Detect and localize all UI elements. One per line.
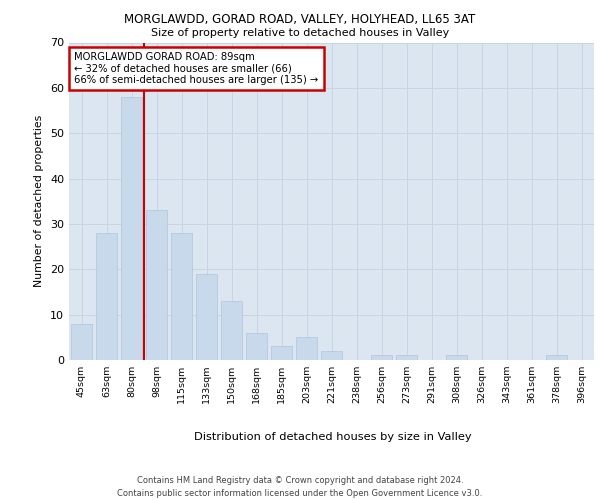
Bar bbox=[96, 233, 117, 360]
Text: Contains HM Land Registry data © Crown copyright and database right 2024.
Contai: Contains HM Land Registry data © Crown c… bbox=[118, 476, 482, 498]
Bar bbox=[321, 351, 342, 360]
Bar bbox=[196, 274, 217, 360]
Text: Size of property relative to detached houses in Valley: Size of property relative to detached ho… bbox=[151, 28, 449, 38]
Text: MORGLAWDD GORAD ROAD: 89sqm
← 32% of detached houses are smaller (66)
66% of sem: MORGLAWDD GORAD ROAD: 89sqm ← 32% of det… bbox=[74, 52, 319, 85]
Bar bbox=[221, 301, 242, 360]
Bar bbox=[546, 356, 567, 360]
Text: Distribution of detached houses by size in Valley: Distribution of detached houses by size … bbox=[194, 432, 472, 442]
Bar bbox=[246, 333, 267, 360]
Bar bbox=[71, 324, 92, 360]
Bar bbox=[396, 356, 417, 360]
Bar bbox=[146, 210, 167, 360]
Bar bbox=[171, 233, 192, 360]
Bar bbox=[371, 356, 392, 360]
Bar bbox=[446, 356, 467, 360]
Bar bbox=[271, 346, 292, 360]
Text: MORGLAWDD, GORAD ROAD, VALLEY, HOLYHEAD, LL65 3AT: MORGLAWDD, GORAD ROAD, VALLEY, HOLYHEAD,… bbox=[124, 12, 476, 26]
Bar bbox=[121, 97, 142, 360]
Bar bbox=[296, 338, 317, 360]
Y-axis label: Number of detached properties: Number of detached properties bbox=[34, 115, 44, 288]
